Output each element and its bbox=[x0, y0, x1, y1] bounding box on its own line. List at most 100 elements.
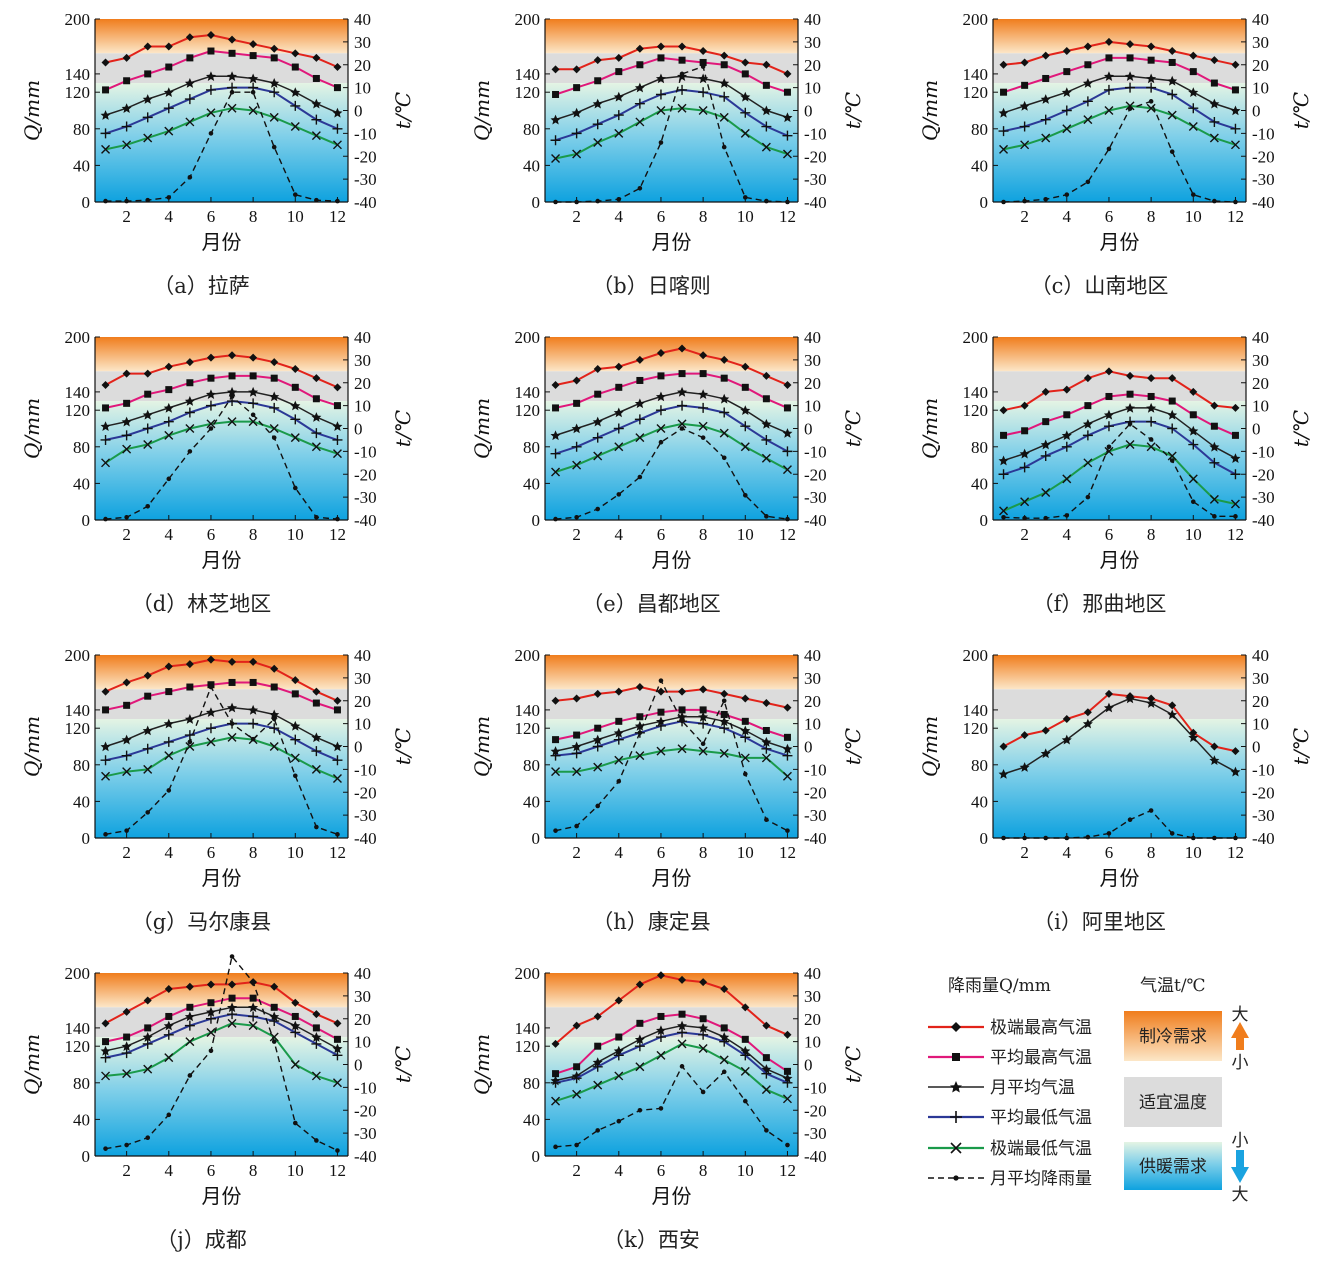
series-rain bbox=[103, 684, 340, 837]
data-point-ext-low bbox=[719, 748, 729, 758]
data-point-ext-low bbox=[740, 128, 750, 138]
data-point-avg-low bbox=[698, 402, 709, 413]
series-line-rain bbox=[105, 686, 338, 835]
data-point-rain bbox=[335, 198, 340, 204]
legend-arrow-up-big: 大 bbox=[1232, 1005, 1249, 1025]
data-point-rain bbox=[103, 1146, 108, 1151]
data-point-rain bbox=[1043, 835, 1049, 841]
series-line-mean bbox=[105, 706, 338, 748]
series-rain bbox=[553, 678, 790, 833]
data-point-avg-low bbox=[719, 407, 730, 418]
q-tick-label: 120 bbox=[963, 401, 989, 420]
series-line-mean bbox=[555, 75, 788, 121]
q-tick-label: 80 bbox=[73, 756, 90, 775]
data-point-avg-high bbox=[699, 370, 707, 378]
data-point-ext-low bbox=[1188, 122, 1198, 132]
data-point-mean bbox=[311, 1032, 322, 1042]
data-point-avg-high bbox=[123, 399, 131, 407]
month-tick-label: 4 bbox=[1063, 207, 1072, 226]
t-tick-label: 20 bbox=[1252, 374, 1269, 393]
data-point-ext-high bbox=[1020, 401, 1029, 410]
data-point-ext-low bbox=[677, 419, 687, 429]
data-point-ext-high bbox=[1020, 58, 1029, 67]
data-point-avg-low bbox=[205, 400, 216, 411]
series-line-mean bbox=[105, 391, 338, 427]
data-point-avg-high bbox=[291, 63, 299, 71]
data-point-mean bbox=[142, 94, 153, 104]
data-point-avg-low bbox=[698, 1029, 709, 1040]
data-point-avg-low bbox=[698, 718, 709, 729]
q-tick-label: 140 bbox=[515, 701, 541, 720]
data-point-rain bbox=[187, 739, 193, 745]
q-tick-label: 80 bbox=[971, 756, 988, 775]
data-point-avg-high bbox=[102, 86, 110, 94]
data-point-ext-low bbox=[311, 764, 321, 774]
q-tick-label: 140 bbox=[515, 383, 541, 402]
data-point-avg-high bbox=[312, 395, 320, 403]
data-point-ext-high bbox=[1147, 42, 1156, 51]
data-point-mean bbox=[1209, 441, 1220, 452]
series-ext-low bbox=[999, 101, 1240, 154]
data-point-ext-high bbox=[783, 69, 792, 78]
data-point-avg-high bbox=[270, 54, 278, 62]
data-point-rain bbox=[271, 716, 277, 722]
t-tick-label: 30 bbox=[354, 669, 371, 688]
data-point-rain bbox=[103, 198, 108, 204]
data-point-rain bbox=[166, 195, 172, 200]
data-point-rain bbox=[187, 1073, 193, 1078]
data-point-avg-high bbox=[102, 404, 110, 412]
t-tick-label: -30 bbox=[804, 806, 827, 825]
data-point-ext-low bbox=[227, 417, 237, 427]
data-point-ext-high bbox=[101, 687, 110, 696]
data-point-avg-high bbox=[594, 724, 602, 732]
data-point-avg-high bbox=[144, 692, 152, 700]
data-point-avg-high bbox=[573, 1063, 581, 1071]
month-tick-label: 8 bbox=[1147, 525, 1156, 544]
series-line-avg-high bbox=[555, 708, 788, 741]
q-axis-title: Q/mm bbox=[470, 398, 494, 459]
data-point-mean bbox=[550, 114, 561, 125]
data-point-rain bbox=[292, 1120, 298, 1126]
data-point-rain bbox=[785, 516, 790, 522]
data-point-rain bbox=[250, 979, 256, 985]
series-line-avg-low bbox=[1003, 86, 1236, 133]
data-point-mean bbox=[184, 78, 195, 88]
t-tick-label: 0 bbox=[1252, 738, 1261, 757]
data-point-mean bbox=[1146, 402, 1157, 413]
data-point-mean bbox=[269, 78, 280, 88]
legend-label-avg-high: 平均最高气温 bbox=[990, 1048, 1092, 1068]
zone-cooling-band bbox=[545, 973, 798, 1008]
q-tick-label: 200 bbox=[515, 646, 541, 665]
data-point-avg-high bbox=[741, 70, 749, 78]
data-point-avg-high bbox=[1063, 411, 1071, 419]
data-point-ext-high bbox=[291, 365, 300, 374]
month-axis-title: 月份 bbox=[202, 1184, 242, 1208]
data-point-ext-high bbox=[551, 696, 560, 705]
data-point-rain bbox=[553, 1144, 558, 1150]
t-tick-label: -10 bbox=[804, 1078, 827, 1097]
data-point-avg-high bbox=[228, 49, 236, 57]
t-tick-label: -10 bbox=[1252, 124, 1275, 143]
t-tick-label: -10 bbox=[804, 442, 827, 461]
data-point-ext-high bbox=[551, 381, 560, 390]
data-point-avg-high bbox=[102, 1038, 110, 1046]
month-tick-label: 6 bbox=[207, 843, 216, 862]
q-axis-title: Q/mm bbox=[918, 398, 942, 459]
data-point-rain bbox=[637, 730, 643, 736]
data-point-avg-low bbox=[698, 87, 709, 98]
data-point-avg-high bbox=[228, 678, 236, 686]
legend-zone-comfort bbox=[1124, 1077, 1222, 1127]
data-point-rain bbox=[721, 455, 727, 461]
data-point-mean bbox=[613, 91, 624, 102]
data-point-rain bbox=[335, 516, 340, 522]
t-tick-label: -20 bbox=[354, 1101, 377, 1120]
data-point-rain bbox=[637, 474, 643, 480]
data-point-rain bbox=[1233, 514, 1238, 519]
q-tick-label: 0 bbox=[532, 829, 541, 848]
data-point-ext-high bbox=[333, 1019, 342, 1028]
t-tick-label: 40 bbox=[804, 328, 821, 347]
month-tick-label: 12 bbox=[779, 525, 796, 544]
series-line-avg-low bbox=[1003, 420, 1236, 476]
q-tick-label: 0 bbox=[82, 1147, 91, 1166]
